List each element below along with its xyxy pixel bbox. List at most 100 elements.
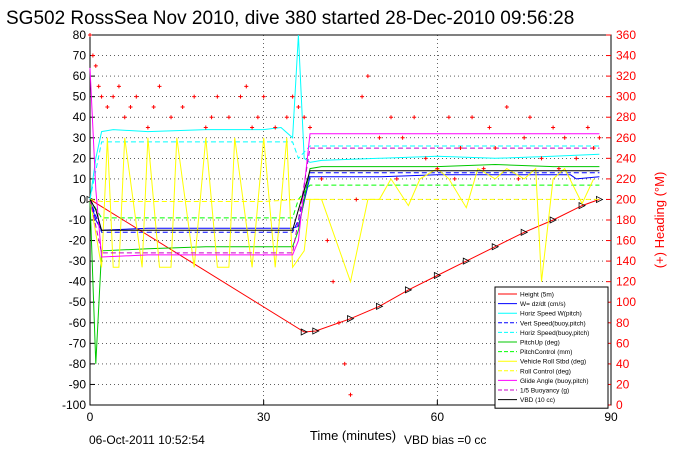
heading-point <box>128 104 133 109</box>
series-line <box>89 198 600 333</box>
series-line <box>89 137 595 284</box>
y-right-tick-label: 220 <box>616 172 636 186</box>
y-tick-label: -90 <box>69 377 87 391</box>
y-right-tick-label: 320 <box>616 69 636 83</box>
heading-point <box>365 74 370 79</box>
footer-timestamp: 06-Oct-2011 10:52:54 <box>89 433 205 447</box>
heading-point <box>574 156 579 161</box>
y-right-tick-label: 140 <box>616 254 636 268</box>
height-marker <box>312 327 320 335</box>
legend-box <box>494 286 609 409</box>
heading-point <box>105 104 110 109</box>
y-right-tick-label: 300 <box>616 90 636 104</box>
heading-point <box>470 115 475 120</box>
height-marker <box>404 286 413 294</box>
heading-point <box>389 115 394 120</box>
x-axis-label: Time (minutes) <box>310 428 396 443</box>
legend-label: Roll Control (deg) <box>520 368 571 375</box>
heading-point <box>261 94 266 99</box>
chart-title: SG502 RossSea Nov 2010, dive 380 started… <box>6 8 574 29</box>
height-marker <box>376 302 384 310</box>
heading-point <box>255 115 260 120</box>
height-marker <box>462 257 471 265</box>
y-tick-label: 50 <box>73 90 87 104</box>
heading-point <box>348 392 353 397</box>
heading-point <box>516 176 521 181</box>
y-right-tick-label: 280 <box>616 110 636 124</box>
heading-point <box>377 135 382 140</box>
y-tick-label: -40 <box>69 275 87 289</box>
legend-label: Height (5m) <box>520 292 554 299</box>
height-marker <box>347 315 355 323</box>
y-tick-label: 20 <box>73 151 87 165</box>
y-tick-label: 70 <box>73 49 87 63</box>
y-right-tick-label: 60 <box>616 336 630 350</box>
heading-point <box>527 115 532 120</box>
y-right-tick-label: 40 <box>616 357 630 371</box>
heading-point <box>354 197 359 202</box>
y-tick-label: -100 <box>62 398 86 412</box>
legend-label: PitchUp (deg) <box>520 340 560 347</box>
height-marker <box>549 216 558 224</box>
heading-point <box>307 125 312 130</box>
heading-point <box>522 135 527 140</box>
heading-point <box>169 115 174 120</box>
y-right-tick-label: 100 <box>616 295 636 309</box>
heading-point <box>551 125 556 130</box>
legend-label: Vehicle Roll Stbd (deg) <box>520 359 586 366</box>
heading-point <box>319 176 324 181</box>
heading-point <box>116 84 121 89</box>
y-tick-label: 0 <box>79 192 86 206</box>
heading-point <box>458 146 463 151</box>
heading-point <box>296 104 301 109</box>
heading-point <box>597 135 602 140</box>
heading-point <box>591 146 596 151</box>
heading-point <box>209 115 214 120</box>
height-marker <box>520 228 529 236</box>
y-right-tick-label: 120 <box>616 275 636 289</box>
heading-point <box>423 156 428 161</box>
series-line <box>89 172 600 233</box>
x-tick-label: 0 <box>87 410 94 424</box>
y-right-tick-label: 0 <box>616 398 623 412</box>
y-right-tick-label: 260 <box>616 131 636 145</box>
heading-point <box>487 125 492 130</box>
height-marker <box>433 271 442 280</box>
legend: Height (5m) W= dz/dt (cm/s) Horiz Speed W(… <box>494 286 609 409</box>
x-axis-ticks: 0 30 60 90 <box>87 400 618 424</box>
height-marker <box>300 328 309 336</box>
heading-point <box>493 146 498 151</box>
heading-point <box>325 238 330 243</box>
y-tick-label: 30 <box>73 131 87 145</box>
y-right-tick-label: 240 <box>616 151 636 165</box>
y-tick-label: -80 <box>69 357 87 371</box>
series-line <box>89 170 600 231</box>
heading-point <box>539 156 544 161</box>
right-axis-ticks: 0 20 40 60 80 100 120 140 160 180 200 220 240 260 280 3… <box>606 28 636 412</box>
heading-point <box>96 84 101 89</box>
heading-point <box>88 33 92 37</box>
heading-point <box>504 104 509 109</box>
heading-point <box>238 94 243 99</box>
heading-point <box>302 115 307 120</box>
y-tick-label: -50 <box>69 295 87 309</box>
heading-point <box>342 361 347 366</box>
heading-point <box>180 104 185 109</box>
heading-point <box>145 125 150 130</box>
y-right-tick-label: 80 <box>616 316 630 330</box>
y-tick-label: -10 <box>69 213 87 227</box>
heading-point <box>226 115 231 120</box>
heading-point <box>452 176 457 181</box>
y-right-tick-label: 20 <box>616 377 630 391</box>
heading-point <box>250 125 255 130</box>
heading-point <box>481 166 486 171</box>
legend-label: Horiz Speed(buoy,pitch) <box>520 330 589 337</box>
heading-point <box>556 166 561 171</box>
series-lines <box>86 34 604 364</box>
series-line <box>89 174 600 231</box>
legend-label: PitchControl (mm) <box>520 349 572 356</box>
y-right-tick-label: 180 <box>616 213 636 227</box>
heading-point <box>412 115 417 120</box>
